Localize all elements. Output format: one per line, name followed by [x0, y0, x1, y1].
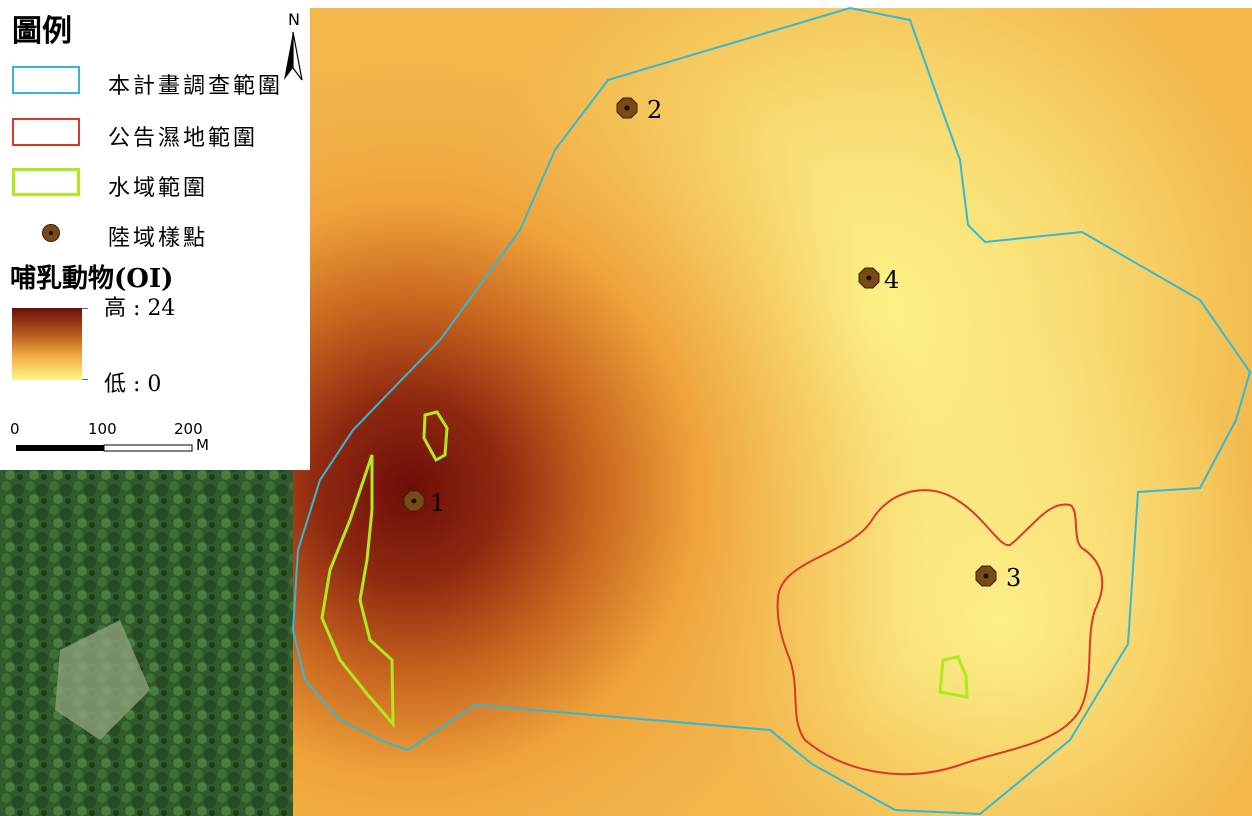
legend-label: 本計畫調查範圍: [108, 74, 284, 99]
wetland-boundary[interactable]: [776, 489, 1104, 776]
aerial-imagery: [0, 470, 300, 816]
legend-label: 公告濕地範圍: [108, 126, 259, 151]
site-label: 3: [1006, 564, 1021, 592]
raster-legend-title: 哺乳動物(OI): [10, 264, 174, 294]
scale-unit: M: [196, 436, 209, 454]
survey-boundary[interactable]: [291, 6, 1252, 816]
scale-tick-label: 0: [10, 420, 20, 438]
site-label: 1: [430, 489, 445, 517]
north-label: N: [288, 10, 300, 29]
legend-item-wetland-boundary: 公告濕地範圍: [10, 116, 290, 151]
north-arrow-icon: [284, 32, 303, 81]
site-1[interactable]: 1: [403, 489, 445, 517]
site-marker-icon: [42, 224, 60, 242]
clearing-patch: [55, 620, 150, 740]
legend-title: 圖例: [12, 14, 72, 49]
ramp-tick: [82, 379, 88, 380]
ramp-high-label: 高 : 24: [104, 296, 176, 321]
raster-hotspot: [293, 8, 1252, 816]
legend-label: 水域範圍: [108, 176, 209, 201]
legend-item-survey-boundary: 本計畫調查範圍: [10, 64, 290, 99]
legend-item-water-boundary: 水域範圍: [10, 166, 290, 201]
scale-tick-label: 200: [174, 420, 203, 438]
legend-label: 陸域樣點: [108, 226, 209, 251]
water-body-2[interactable]: [422, 410, 449, 463]
water-boundary-swatch: [12, 168, 80, 196]
water-body-1[interactable]: [320, 454, 395, 729]
site-4[interactable]: 4: [858, 266, 899, 294]
site-label: 4: [884, 266, 899, 294]
site-label: 2: [647, 96, 662, 124]
ramp-tick: [82, 308, 88, 309]
legend-panel: 圖例 本計畫調查範圍 公告濕地範圍 水域範圍 陸域樣點 哺乳動物(OI) 高 :…: [0, 0, 310, 470]
scale-bar: 0 100 200 M: [10, 420, 294, 460]
site-3[interactable]: 3: [975, 564, 1021, 592]
ramp-low-label: 低 : 0: [104, 372, 162, 397]
legend-item-sampling-site: 陸域樣點: [10, 216, 290, 251]
north-arrow: N: [280, 10, 314, 81]
survey-boundary-swatch: [12, 66, 80, 94]
scale-bar-graphic: [16, 444, 193, 452]
water-body-3[interactable]: [938, 655, 969, 699]
site-2[interactable]: 2: [616, 96, 662, 124]
color-ramp: [12, 308, 82, 380]
scale-tick-label: 100: [88, 420, 117, 438]
wetland-boundary-swatch: [12, 118, 80, 146]
